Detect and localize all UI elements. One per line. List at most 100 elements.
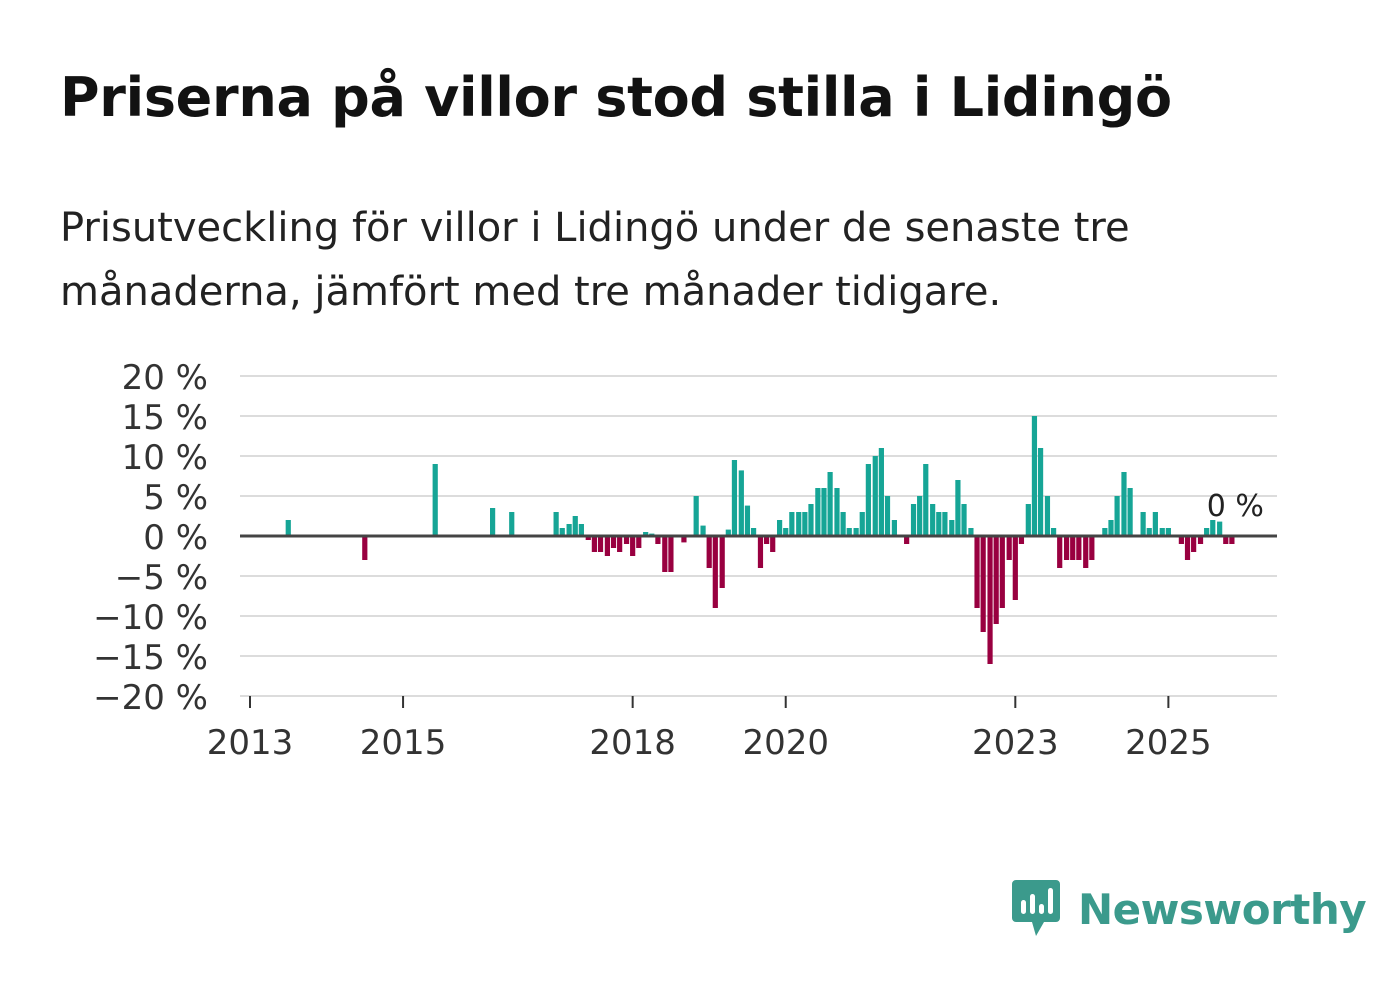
- bar: [808, 504, 814, 536]
- bar: [827, 472, 833, 536]
- bar: [980, 536, 986, 632]
- y-tick-label: 10 %: [122, 438, 208, 478]
- y-tick-label: 0 %: [143, 518, 208, 558]
- x-tick-label: 2015: [360, 723, 447, 763]
- bar: [770, 536, 776, 552]
- bar: [712, 536, 718, 608]
- bar: [285, 520, 291, 536]
- bar: [725, 529, 731, 536]
- bar: [1204, 528, 1210, 536]
- bar: [1089, 536, 1095, 560]
- bar: [1114, 496, 1120, 536]
- bar: [815, 488, 821, 536]
- bar: [1217, 521, 1223, 536]
- bar: [840, 512, 846, 536]
- bar: [955, 480, 961, 536]
- bar: [1083, 536, 1089, 568]
- bar: [1165, 528, 1171, 536]
- bar: [585, 536, 591, 540]
- bar: [1050, 528, 1057, 536]
- bar: [993, 536, 999, 624]
- bar: [719, 536, 725, 588]
- newsworthy-logo-icon: [1012, 880, 1060, 936]
- bar: [872, 456, 878, 536]
- bar: [559, 528, 565, 536]
- bar: [878, 448, 884, 536]
- bar: [974, 536, 980, 608]
- bar: [1108, 520, 1114, 536]
- y-tick-label: 20 %: [122, 358, 208, 398]
- bar: [623, 536, 630, 544]
- bar: [1057, 536, 1063, 568]
- bar: [432, 464, 438, 536]
- bar: [834, 488, 840, 536]
- bar: [706, 536, 712, 568]
- bar: [572, 516, 578, 536]
- bar: [738, 470, 744, 536]
- y-tick-label: 15 %: [122, 398, 208, 438]
- brand-name: Newsworthy: [1078, 884, 1367, 934]
- bar: [1063, 536, 1070, 560]
- bar: [1006, 536, 1012, 560]
- bar: [509, 512, 515, 536]
- bar: [700, 525, 706, 536]
- bar: [1178, 536, 1184, 544]
- bar: [968, 528, 974, 536]
- bar: [936, 512, 942, 536]
- bar: [1102, 528, 1108, 536]
- bar: [630, 536, 636, 556]
- latest-value-label: 0 %: [1207, 489, 1264, 524]
- bar: [693, 496, 699, 536]
- bar: [1070, 536, 1076, 560]
- bar: [917, 496, 923, 536]
- bar: [923, 464, 929, 536]
- bar: [1037, 448, 1044, 536]
- bar: [636, 536, 642, 548]
- bar: [1191, 536, 1197, 552]
- bar: [1121, 472, 1127, 536]
- bar: [1031, 416, 1038, 536]
- brand: Newsworthy: [1010, 878, 1367, 940]
- bar: [617, 536, 623, 552]
- bar: [884, 496, 891, 536]
- annotations: 0 %: [1207, 489, 1264, 524]
- bar: [865, 464, 871, 536]
- bar: [597, 536, 604, 552]
- y-axis-labels: 20 %15 %10 %5 %0 %−5 %−10 %−15 %−20 %: [93, 358, 208, 718]
- bar: [566, 524, 572, 536]
- bar: [942, 512, 948, 536]
- bar: [1140, 512, 1146, 536]
- bar: [1210, 520, 1216, 536]
- y-tick-label: −10 %: [93, 598, 208, 638]
- bar: [750, 528, 757, 536]
- bar: [662, 536, 668, 572]
- bar: [904, 536, 910, 544]
- bar: [1127, 488, 1133, 536]
- bar: [362, 536, 368, 560]
- x-tick-label: 2020: [742, 723, 829, 763]
- bar: [1025, 504, 1031, 536]
- bar: [591, 536, 597, 552]
- chart-subtitle: Prisutveckling för villor i Lidingö unde…: [60, 205, 1130, 315]
- bar: [859, 512, 865, 536]
- x-tick-label: 2025: [1125, 723, 1212, 763]
- bar: [949, 520, 955, 536]
- y-tick-label: −15 %: [93, 638, 208, 678]
- bar: [796, 512, 802, 536]
- bar: [783, 528, 789, 536]
- bar: [1044, 496, 1051, 536]
- bar: [802, 512, 808, 536]
- y-tick-label: 5 %: [143, 478, 208, 518]
- x-axis: 2013 2015 2018 2020 2023 2025: [207, 534, 1277, 763]
- bar: [655, 536, 661, 544]
- x-tick-label: 2018: [589, 723, 676, 763]
- bar: [668, 536, 674, 572]
- bar: [744, 505, 751, 536]
- bar: [853, 528, 859, 536]
- bar: [910, 504, 917, 536]
- bar: [681, 536, 687, 543]
- bar: [930, 504, 936, 536]
- chart-title: Priserna på villor stod stilla i Lidingö: [60, 66, 1172, 129]
- bar: [1152, 512, 1158, 536]
